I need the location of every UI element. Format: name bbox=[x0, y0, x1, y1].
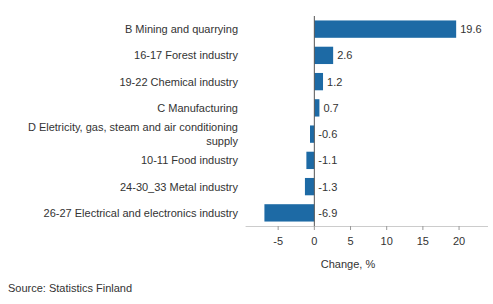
category-label-line: supply bbox=[206, 135, 238, 147]
category-label-line: C Manufacturing bbox=[157, 102, 238, 114]
data-label: 0.7 bbox=[323, 102, 338, 114]
x-tick bbox=[350, 226, 351, 230]
data-label: 2.6 bbox=[337, 49, 352, 61]
x-tick-label: -5 bbox=[273, 235, 283, 247]
x-tick bbox=[314, 226, 315, 230]
x-tick bbox=[386, 226, 387, 230]
category-label-line: 26-27 Electrical and electronics industr… bbox=[44, 207, 239, 219]
category-label-line: 19-22 Chemical industry bbox=[119, 76, 238, 88]
background bbox=[0, 0, 493, 304]
bar bbox=[306, 152, 314, 169]
bar bbox=[264, 204, 314, 221]
data-label: -0.6 bbox=[318, 128, 337, 140]
data-label: 19.6 bbox=[460, 23, 481, 35]
x-tick-label: 0 bbox=[311, 235, 317, 247]
category-label: D Eletricity, gas, steam and air conditi… bbox=[28, 121, 239, 147]
bar bbox=[314, 47, 333, 64]
x-tick bbox=[422, 226, 423, 230]
x-axis-title: Change, % bbox=[321, 258, 376, 270]
data-label: -6.9 bbox=[318, 207, 337, 219]
bar bbox=[310, 125, 314, 142]
category-label-line: 10-11 Food industry bbox=[141, 154, 239, 166]
chart: -5 0 5 10 15 20 B Mining and quarrying 16-17 Fo… bbox=[0, 0, 493, 304]
x-tick bbox=[278, 226, 279, 230]
source: Source: Statistics Finland bbox=[8, 282, 132, 294]
x-tick-label: 10 bbox=[381, 235, 393, 247]
zero-line bbox=[314, 16, 315, 226]
bar bbox=[314, 20, 456, 37]
category-label: 10-11 Food industry bbox=[141, 154, 239, 166]
x-tick-label: 20 bbox=[453, 235, 465, 247]
bar bbox=[314, 73, 323, 90]
category-label-line: 16-17 Forest industry bbox=[134, 49, 238, 61]
category-label: 16-17 Forest industry bbox=[134, 49, 238, 61]
category-label: C Manufacturing bbox=[157, 102, 238, 114]
bar bbox=[314, 99, 319, 116]
category-label: 24-30_33 Metal industry bbox=[120, 181, 239, 193]
data-label: -1.3 bbox=[318, 181, 337, 193]
x-tick-label: 15 bbox=[417, 235, 429, 247]
data-label: -1.1 bbox=[318, 154, 337, 166]
x-tick bbox=[459, 226, 460, 230]
category-label-line: 24-30_33 Metal industry bbox=[120, 181, 239, 193]
category-label: B Mining and quarrying bbox=[125, 23, 238, 35]
bars bbox=[264, 20, 456, 221]
data-label: 1.2 bbox=[327, 76, 342, 88]
x-tick-label: 5 bbox=[347, 235, 353, 247]
bar bbox=[305, 178, 314, 195]
category-label-line: B Mining and quarrying bbox=[125, 23, 238, 35]
category-label: 26-27 Electrical and electronics industr… bbox=[44, 207, 239, 219]
category-label: 19-22 Chemical industry bbox=[119, 76, 238, 88]
x-axis-line bbox=[246, 226, 488, 227]
category-label-line: D Eletricity, gas, steam and air conditi… bbox=[28, 121, 238, 133]
